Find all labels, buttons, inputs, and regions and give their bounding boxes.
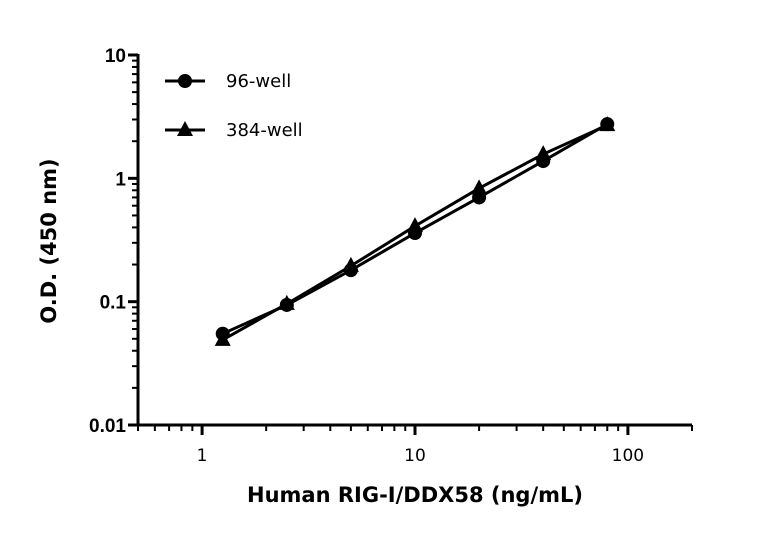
series-layer [214, 116, 616, 346]
x-axis-label: Human RIG-I/DDX58 (ng/mL) [247, 483, 583, 507]
data-point-384-well [342, 256, 359, 272]
ticks: 0.01 0.1 1 10 1 10 100 [89, 46, 693, 466]
data-point-384-well [214, 330, 231, 346]
data-point-384-well [278, 294, 295, 310]
data-point-384-well [599, 116, 616, 132]
legend-marker-96-well [178, 74, 192, 88]
x-tick-label: 10 [404, 446, 426, 466]
data-point-384-well [407, 217, 423, 233]
y-axis-label: O.D. (450 nm) [37, 158, 61, 323]
x-tick-label: 1 [197, 446, 208, 466]
y-tick-label: 0.01 [89, 416, 126, 437]
data-point-384-well [535, 145, 552, 161]
y-tick-label: 10 [105, 46, 126, 67]
legend-label-384-well: 384-well [226, 120, 303, 141]
data-point-384-well [471, 179, 488, 195]
x-tick-label: 100 [612, 446, 644, 466]
legend: 96-well 384-well [165, 71, 303, 141]
legend-label-96-well: 96-well [226, 71, 291, 92]
y-tick-label: 1 [115, 169, 126, 190]
legend-marker-384-well [177, 121, 193, 136]
y-tick-label: 0.1 [100, 293, 127, 314]
